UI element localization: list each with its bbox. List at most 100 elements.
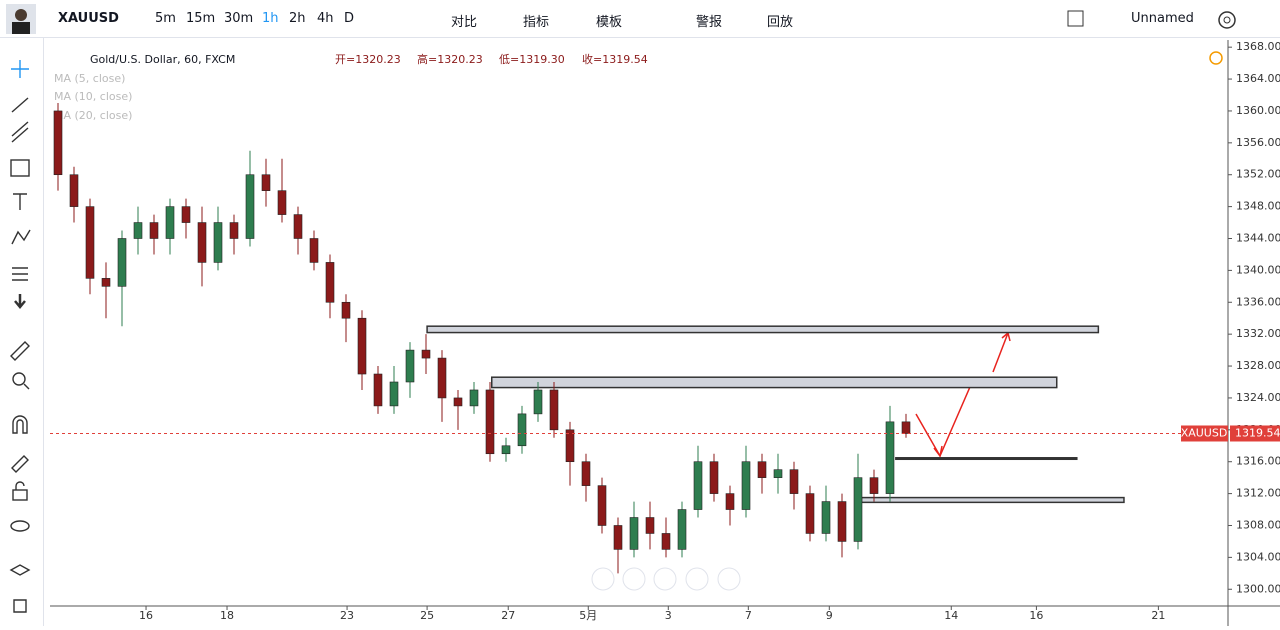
nav-buttons[interactable] xyxy=(591,567,741,591)
interval[interactable]: 4h xyxy=(317,11,334,26)
y-tick-label: 1364.00 xyxy=(1236,72,1280,85)
ma-label: MA (20, close) xyxy=(54,109,132,122)
interval[interactable]: 30m xyxy=(224,11,254,26)
candle-body xyxy=(421,349,431,359)
candle-body xyxy=(389,381,399,407)
x-tick-label: 7 xyxy=(745,609,752,622)
candle-body xyxy=(597,485,607,526)
candle-body xyxy=(309,238,319,263)
zone xyxy=(895,457,1078,461)
checkbox[interactable] xyxy=(1066,9,1086,29)
candle-body xyxy=(549,389,559,431)
y-tick-label: 1332.00 xyxy=(1236,327,1280,340)
templates[interactable]: 模板 xyxy=(596,15,623,30)
indicators[interactable]: 指标 xyxy=(523,15,550,30)
candle-body xyxy=(901,421,911,434)
legend-title: Gold/U.S. Dollar, 60, FXCM xyxy=(90,53,235,66)
candle-body xyxy=(437,357,447,399)
y-tick-label: 1360.00 xyxy=(1236,104,1280,117)
alert[interactable]: 警报 xyxy=(696,15,723,30)
candle-body xyxy=(485,389,495,455)
layout-name[interactable]: Unnamed xyxy=(1131,11,1194,26)
arrows xyxy=(915,331,1011,458)
legend-open: 开=1320.23 xyxy=(335,53,401,66)
y-tick-label: 1312.00 xyxy=(1236,487,1280,500)
candle-body xyxy=(581,461,591,486)
candle-body xyxy=(501,445,511,455)
candle-body xyxy=(869,477,879,494)
candle-body xyxy=(357,317,367,375)
compare[interactable]: 对比 xyxy=(451,15,478,30)
x-tick-label: 5月 xyxy=(579,609,597,622)
interval[interactable]: 15m xyxy=(186,11,216,26)
candle-body xyxy=(517,413,527,447)
y-tick-label: 1304.00 xyxy=(1236,550,1280,563)
x-tick-label: 23 xyxy=(340,609,354,622)
candle-body xyxy=(69,174,79,207)
x-tick-label: 27 xyxy=(501,609,515,622)
candle-body xyxy=(373,373,383,407)
chart: Gold/U.S. Dollar, 60, FXCM 开=1320.23 高=1… xyxy=(50,40,1280,626)
y-tick-label: 1352.00 xyxy=(1236,168,1280,181)
price-tag-label: 1319.54 xyxy=(1235,426,1280,439)
candle-body xyxy=(565,429,575,463)
candle-body xyxy=(181,206,191,223)
candle-body xyxy=(197,222,207,263)
y-tick-label: 1368.00 xyxy=(1236,40,1280,53)
x-tick-label: 16 xyxy=(139,609,153,622)
candle-body xyxy=(405,349,415,383)
candle-body xyxy=(693,461,703,510)
tool-icons[interactable] xyxy=(0,38,44,626)
warning-icon[interactable] xyxy=(1209,51,1223,65)
candle-body xyxy=(661,533,671,550)
candle-body xyxy=(645,517,655,534)
x-tick-label: 9 xyxy=(826,609,833,622)
candle-body xyxy=(453,397,463,407)
candle-body xyxy=(853,477,863,542)
y-tick-label: 1348.00 xyxy=(1236,200,1280,213)
x-tick-label: 3 xyxy=(665,609,672,622)
candle-body xyxy=(629,517,639,550)
candle-body xyxy=(789,469,799,494)
ma-label: MA (10, close) xyxy=(54,90,132,103)
x-tick-label: 21 xyxy=(1151,609,1165,622)
drawing-toolbar xyxy=(0,38,44,626)
interval[interactable]: 5m xyxy=(155,11,176,26)
avatar[interactable] xyxy=(6,4,36,34)
candle-body xyxy=(85,206,95,279)
zone xyxy=(426,325,1100,334)
y-tick-label: 1344.00 xyxy=(1236,231,1280,244)
interval[interactable]: D xyxy=(344,11,355,26)
candle-body xyxy=(165,206,175,239)
x-tick-label: 16 xyxy=(1029,609,1043,622)
replay[interactable]: 回放 xyxy=(767,15,794,30)
candle-body xyxy=(837,501,847,542)
interval[interactable]: 2h xyxy=(289,11,306,26)
candle-body xyxy=(245,174,255,239)
candle-body xyxy=(101,278,111,287)
candle-body xyxy=(117,238,127,287)
candle-body xyxy=(277,190,287,215)
y-tick-label: 1316.00 xyxy=(1236,455,1280,468)
candle-body xyxy=(213,222,223,263)
candle-body xyxy=(229,222,239,239)
y-tick-label: 1340.00 xyxy=(1236,263,1280,276)
settings[interactable] xyxy=(1215,8,1239,32)
symbol[interactable]: XAUUSD xyxy=(58,11,119,26)
y-tick-label: 1328.00 xyxy=(1236,359,1280,372)
symbol-tag-label: XAUUSD xyxy=(1181,426,1228,439)
ma-label: MA (5, close) xyxy=(54,72,125,85)
candle-body xyxy=(613,525,623,550)
candle-body xyxy=(149,222,159,239)
candle-body xyxy=(885,421,895,494)
toolbar: XAUUSD 5m 15m 30m 1h 2h 4h D 对比 指标 模板 警报… xyxy=(0,0,1280,38)
legend-close: 收=1319.54 xyxy=(582,52,648,66)
candle-body xyxy=(533,389,543,415)
legend-high: 高=1320.23 xyxy=(417,52,483,66)
candle-body xyxy=(261,174,271,191)
candle-body xyxy=(341,301,351,319)
candle-body xyxy=(709,461,719,494)
candle-body xyxy=(757,461,767,478)
interval[interactable]: 1h xyxy=(262,11,279,26)
candle-body xyxy=(677,509,687,550)
